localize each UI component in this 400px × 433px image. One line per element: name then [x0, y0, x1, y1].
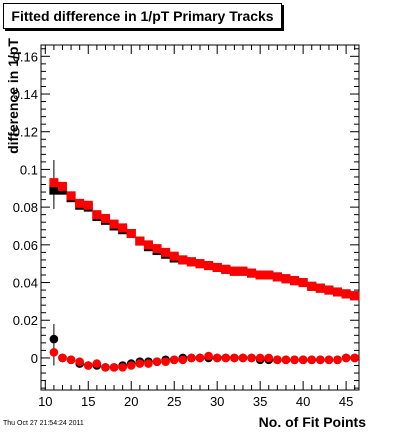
- x-tick-label: 40: [296, 394, 310, 409]
- data-point-circle: [178, 355, 188, 365]
- data-point-circle: [101, 363, 110, 372]
- y-axis-label: difference in 1/pT: [5, 38, 21, 154]
- data-point-circle: [341, 353, 351, 363]
- x-tick-label: 20: [124, 394, 138, 409]
- data-point-square: [204, 261, 214, 271]
- data-point-square: [118, 223, 128, 233]
- data-point-square: [169, 251, 179, 261]
- x-axis-label: No. of Fit Points: [259, 414, 367, 430]
- data-point-square: [57, 181, 67, 191]
- y-tick-label: 0.12: [13, 125, 38, 140]
- x-tick-label: 35: [253, 394, 267, 409]
- y-tick-label: 0: [31, 351, 38, 366]
- data-point-square: [49, 185, 59, 195]
- data-point-circle: [298, 355, 308, 365]
- data-point-square: [49, 178, 59, 188]
- data-point-circle: [187, 353, 196, 363]
- data-point-circle: [75, 357, 84, 367]
- chart-title: Fitted difference in 1/pT Primary Tracks: [11, 8, 274, 24]
- data-point-square: [290, 276, 300, 286]
- data-point-square: [109, 219, 119, 229]
- data-point-square: [264, 270, 274, 280]
- data-point-circle: [58, 353, 67, 363]
- data-point-circle: [169, 355, 179, 365]
- y-tick-label: 0.02: [13, 313, 38, 328]
- y-tick-label: 0.08: [13, 200, 38, 215]
- data-point-circle: [152, 357, 162, 367]
- data-point-circle: [247, 353, 256, 363]
- data-point-circle: [264, 353, 274, 363]
- data-point-square: [126, 229, 136, 239]
- data-point-circle: [92, 359, 102, 368]
- data-point-circle: [83, 361, 93, 370]
- data-point-square: [186, 257, 196, 267]
- data-point-square: [135, 236, 145, 246]
- data-point-circle: [230, 353, 239, 363]
- x-tick-label: 15: [81, 394, 95, 409]
- data-point-square: [281, 274, 291, 284]
- data-point-circle: [273, 355, 282, 365]
- data-point-circle: [204, 351, 213, 361]
- y-tick-label: 0.1: [20, 162, 38, 177]
- data-point-square: [255, 270, 265, 280]
- data-point-square: [178, 255, 188, 265]
- data-point-square: [298, 278, 308, 288]
- data-point-square: [307, 281, 317, 291]
- data-point-circle: [307, 355, 317, 365]
- x-tick-label: 30: [210, 394, 224, 409]
- data-point-circle: [212, 353, 222, 363]
- data-point-square: [247, 268, 257, 278]
- data-point-square: [212, 262, 222, 272]
- data-point-square: [324, 285, 334, 295]
- data-point-circle: [118, 363, 127, 372]
- x-tick-label: 45: [339, 394, 353, 409]
- data-point-circle: [144, 359, 153, 368]
- data-point-square: [143, 240, 153, 250]
- data-point-circle: [161, 357, 170, 367]
- data-point-circle: [333, 355, 342, 365]
- data-point-square: [100, 213, 110, 223]
- y-tick-label: 0.04: [13, 276, 38, 291]
- data-point-square: [272, 272, 282, 282]
- x-tick-label: 10: [38, 394, 52, 409]
- data-point-square: [333, 287, 343, 297]
- data-point-circle: [221, 353, 231, 363]
- timestamp: Thu Oct 27 21:54:24 2011: [3, 420, 84, 427]
- data-point-circle: [350, 353, 360, 363]
- data-point-square: [152, 244, 162, 254]
- data-point-square: [195, 259, 205, 269]
- x-tick-label: 25: [167, 394, 181, 409]
- data-point-square: [75, 198, 85, 208]
- data-point-square: [341, 289, 351, 299]
- y-tick-label: 0.16: [13, 49, 38, 64]
- data-point-circle: [316, 355, 325, 365]
- data-point-circle: [281, 355, 291, 365]
- data-point-square: [161, 247, 171, 257]
- data-point-circle: [238, 353, 248, 363]
- data-point-square: [66, 191, 76, 201]
- data-point-square: [221, 264, 231, 274]
- data-point-circle: [324, 355, 334, 365]
- data-point-circle: [126, 361, 136, 370]
- data-point-circle: [49, 334, 59, 344]
- y-tick-label: 0.14: [13, 87, 38, 102]
- data-point-circle: [135, 359, 145, 368]
- data-point-circle: [290, 355, 299, 365]
- data-point-circle: [195, 353, 205, 363]
- data-point-circle: [66, 355, 76, 365]
- data-point-square: [229, 266, 239, 276]
- data-point-square: [315, 283, 325, 293]
- chart-title-box: Fitted difference in 1/pT Primary Tracks: [3, 3, 282, 29]
- data-point-square: [350, 291, 360, 301]
- data-point-circle: [109, 363, 119, 372]
- data-point-square: [238, 266, 248, 276]
- data-point-square: [92, 210, 102, 220]
- plot-frame: [40, 44, 360, 391]
- data-point-circle: [49, 347, 59, 357]
- y-tick-label: 0.06: [13, 238, 38, 253]
- data-point-square: [83, 200, 93, 210]
- data-point-circle: [255, 353, 265, 363]
